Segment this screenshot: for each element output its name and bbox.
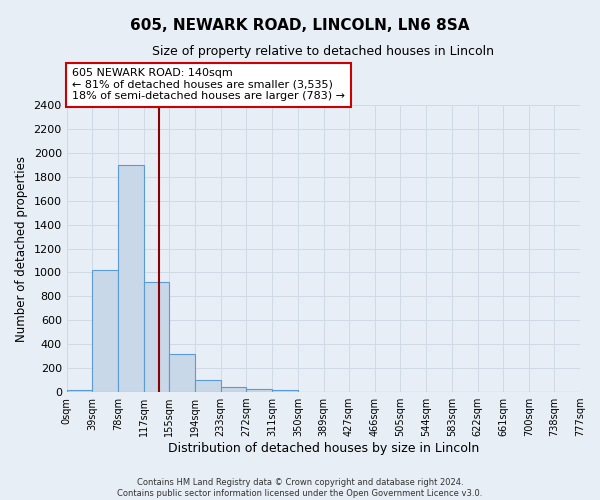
Bar <box>195 380 221 392</box>
Bar <box>67 390 92 392</box>
Text: 605, NEWARK ROAD, LINCOLN, LN6 8SA: 605, NEWARK ROAD, LINCOLN, LN6 8SA <box>130 18 470 32</box>
Text: Contains HM Land Registry data © Crown copyright and database right 2024.
Contai: Contains HM Land Registry data © Crown c… <box>118 478 482 498</box>
Bar <box>272 390 298 392</box>
Title: Size of property relative to detached houses in Lincoln: Size of property relative to detached ho… <box>152 45 494 58</box>
Bar <box>118 165 144 392</box>
X-axis label: Distribution of detached houses by size in Lincoln: Distribution of detached houses by size … <box>168 442 479 455</box>
Bar <box>92 270 118 392</box>
Y-axis label: Number of detached properties: Number of detached properties <box>15 156 28 342</box>
Text: 605 NEWARK ROAD: 140sqm
← 81% of detached houses are smaller (3,535)
18% of semi: 605 NEWARK ROAD: 140sqm ← 81% of detache… <box>72 68 345 102</box>
Bar <box>221 386 247 392</box>
Bar <box>169 354 195 392</box>
Bar <box>144 282 169 392</box>
Bar <box>247 389 272 392</box>
